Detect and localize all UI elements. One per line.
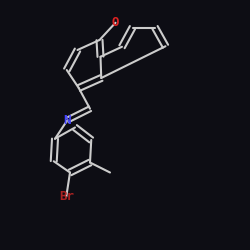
Text: O: O: [112, 16, 119, 29]
Text: Br: Br: [59, 190, 74, 203]
Text: N: N: [64, 114, 71, 126]
